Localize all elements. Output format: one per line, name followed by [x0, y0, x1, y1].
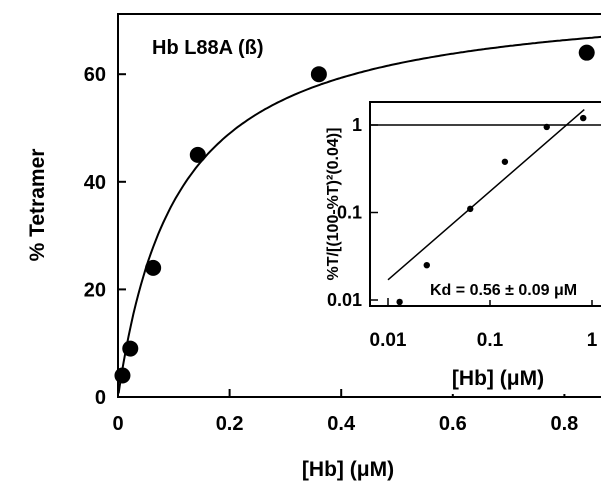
inset-x-tick-label: 0.01: [370, 330, 407, 351]
main-y-tick-label: 40: [84, 172, 106, 194]
main-y-tick-label: 60: [84, 64, 106, 86]
inset-y-tick-label: 0.1: [337, 203, 362, 223]
main-x-tick-label: 0: [112, 413, 123, 435]
inset-data-point: [396, 298, 403, 306]
main-plot: 0 0.2 0.4 0.6 0.8 0 20 40 60 Hb L88A (ß) [Hb] (…: [26, 13, 601, 481]
inset-kd-annotation: Kd = 0.56 ± 0.09 μM: [430, 282, 577, 299]
inset-y-axis-label: %T/[(100-%T)²(0.04)]: [325, 128, 342, 281]
inset-x-ticks: 0.01 0.1 1: [370, 298, 598, 351]
main-x-axis-label: [Hb] (μM): [302, 458, 394, 481]
main-y-tick-label: 0: [95, 387, 106, 409]
inset-fit-line: [387, 109, 585, 281]
inset-y-ticks: 0.01 0.1 1: [327, 115, 378, 310]
inset-data-point: [543, 123, 550, 131]
main-y-ticks: 0 20 40 60: [84, 64, 126, 409]
main-data-point: [578, 44, 595, 61]
main-x-tick-label: 0.8: [550, 413, 578, 435]
inset-x-axis-label: [Hb] (μM): [452, 367, 544, 390]
main-data-point: [310, 66, 327, 83]
main-x-ticks: 0 0.2 0.4 0.6 0.8: [112, 389, 578, 435]
main-plot-frame: [117, 13, 601, 398]
inset-x-tick-label: 0.1: [477, 330, 504, 351]
inset-data-point: [423, 261, 430, 269]
inset-data-point: [467, 205, 474, 213]
inset-annotation-background: [426, 276, 600, 300]
inset-plot-frame: [369, 101, 601, 307]
inset-x-tick-label: 1: [587, 330, 598, 351]
main-x-tick-label: 0.4: [327, 413, 356, 435]
inset-y-tick-label: 0.01: [327, 290, 362, 310]
main-title: Hb L88A (ß): [152, 37, 263, 59]
main-x-tick-label: 0.6: [439, 413, 467, 435]
main-x-tick-label: 0.2: [216, 413, 244, 435]
inset-data-point: [501, 158, 509, 165]
main-data-point: [122, 340, 139, 357]
inset-plot-background: [364, 88, 601, 394]
main-data-point: [145, 259, 162, 276]
main-data-point: [114, 367, 131, 384]
main-data-points: [114, 44, 595, 384]
main-data-point: [189, 146, 206, 163]
inset-data-point: [580, 114, 587, 122]
inset-y-tick-label: 1: [352, 115, 362, 135]
main-y-axis-label: % Tetramer: [26, 149, 49, 262]
main-y-tick-label: 20: [84, 279, 106, 301]
inset-plot: 0.01 0.1 1 0.01 0.1 1 Kd = 0.56 ± 0.09 μM [H…: [325, 88, 601, 394]
inset-data-points: [396, 114, 587, 306]
